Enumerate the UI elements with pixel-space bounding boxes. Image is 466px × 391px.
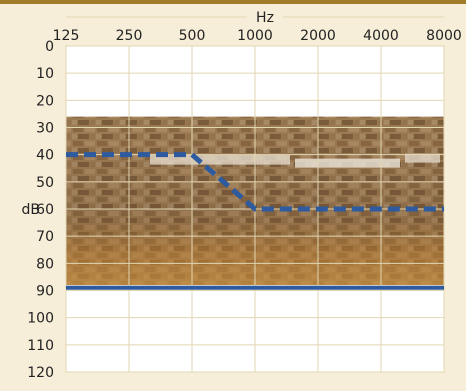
x-tick-label: 2000 bbox=[300, 28, 336, 44]
x-tick-label: 250 bbox=[116, 28, 143, 44]
y-tick-label: 50 bbox=[36, 175, 54, 191]
x-axis-title: Hz bbox=[256, 10, 274, 26]
y-tick-label: 10 bbox=[36, 66, 54, 82]
y-tick-label: 90 bbox=[36, 284, 54, 300]
y-tick-label: 100 bbox=[27, 311, 54, 327]
y-tick-label: 70 bbox=[36, 229, 54, 245]
dashed-threshold-line bbox=[66, 152, 444, 212]
y-tick-label: 60 bbox=[36, 202, 54, 218]
x-tick-label: 125 bbox=[53, 28, 80, 44]
y-tick-label: 20 bbox=[36, 93, 54, 109]
y-tick-label: 40 bbox=[36, 148, 54, 164]
y-tick-label: 0 bbox=[45, 39, 54, 55]
y-axis-title: dB bbox=[22, 202, 41, 218]
x-tick-label: 500 bbox=[179, 28, 206, 44]
y-tick-label: 120 bbox=[27, 365, 54, 381]
x-tick-label: 8000 bbox=[426, 28, 462, 44]
x-tick-label: 1000 bbox=[237, 28, 273, 44]
y-tick-label: 80 bbox=[36, 256, 54, 272]
y-tick-label: 30 bbox=[36, 121, 54, 137]
x-tick-label: 4000 bbox=[363, 28, 399, 44]
top-accent-band bbox=[0, 0, 466, 4]
y-tick-label: 110 bbox=[27, 338, 54, 354]
